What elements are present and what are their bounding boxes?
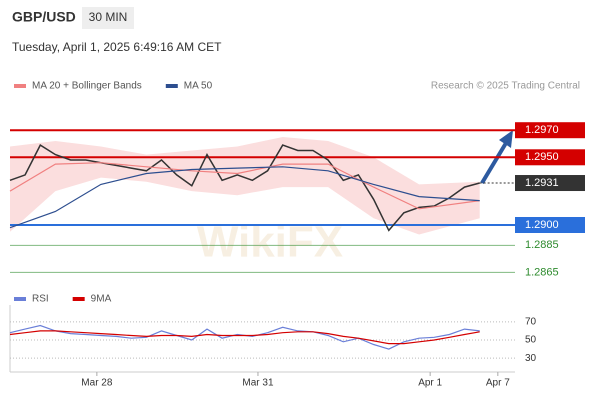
level-label: 1.2885 <box>525 239 559 251</box>
legend-swatch <box>14 297 26 301</box>
price-line <box>9 144 480 232</box>
level-label: 1.2865 <box>525 266 559 278</box>
credit: Research © 2025 Trading Central <box>431 81 580 92</box>
y-tick-label: 70 <box>525 316 537 327</box>
level-label-box <box>515 149 585 166</box>
legend-label: MA 20 + Bollinger Bands <box>32 81 142 92</box>
legend-swatch <box>14 84 26 88</box>
x-tick-label: Apr 7 <box>486 378 510 389</box>
timeframe: 30 MIN <box>89 10 128 24</box>
level-label: 1.2970 <box>525 124 559 136</box>
level-label-box <box>515 217 585 233</box>
legend-swatch <box>72 297 85 301</box>
series-line <box>9 162 480 210</box>
level-label-box <box>515 122 585 139</box>
level-label: 1.2950 <box>525 151 559 163</box>
legend-label: RSI <box>32 294 49 305</box>
x-tick-label: Mar 28 <box>81 378 113 389</box>
series-line <box>9 330 480 345</box>
bollinger-band <box>10 137 480 235</box>
timeframe-box <box>82 7 134 29</box>
y-tick-label: 30 <box>525 353 537 364</box>
forecast-arrow <box>480 141 508 185</box>
symbol: GBP/USD <box>12 9 76 25</box>
legend-swatch <box>165 84 178 88</box>
y-tick-label: 50 <box>525 335 537 346</box>
series-line <box>9 324 480 350</box>
level-label: 1.2931 <box>525 177 559 189</box>
datetime: Tuesday, April 1, 2025 6:49:16 AM CET <box>12 40 222 54</box>
x-tick-label: Mar 31 <box>242 378 274 389</box>
x-tick-label: Apr 1 <box>418 378 442 389</box>
legend-label: MA 50 <box>184 81 213 92</box>
series-line <box>9 166 480 229</box>
level-label: 1.2900 <box>525 219 559 231</box>
forecast-arrow-head <box>499 130 513 148</box>
level-label-box <box>515 175 585 192</box>
legend-label: 9MA <box>91 294 112 305</box>
